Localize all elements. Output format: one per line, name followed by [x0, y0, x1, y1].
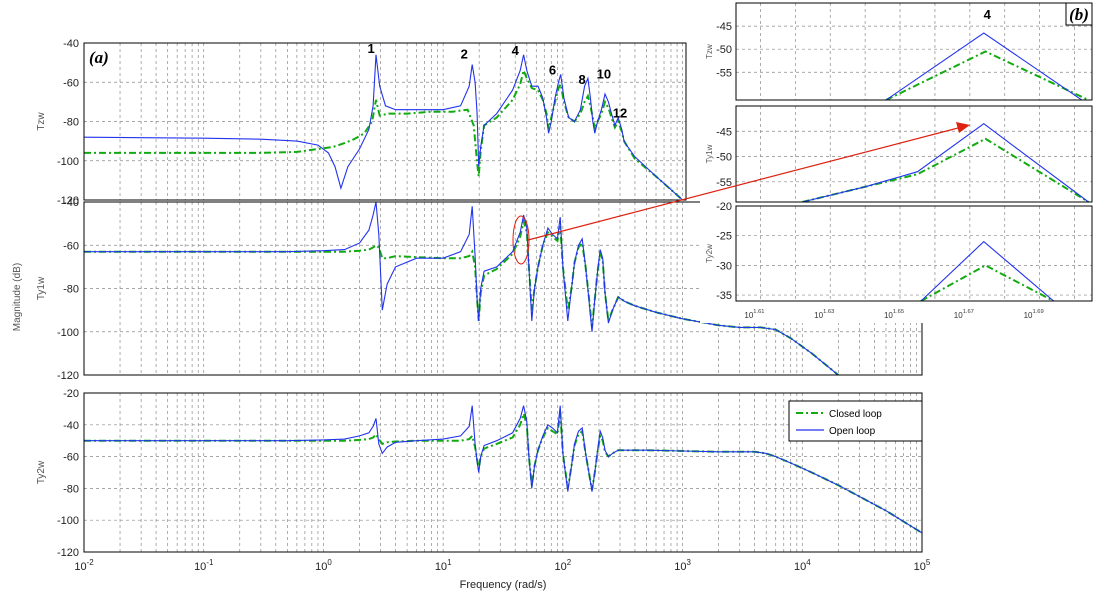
y-tick-label: -30: [716, 260, 732, 272]
peak-label: 12: [613, 106, 627, 121]
legend-open-label: Open loop: [829, 426, 876, 437]
inset-x-tick-label: 101.67: [954, 309, 974, 320]
y-tick-label: -20: [716, 201, 732, 213]
y-tick-label: -120: [57, 547, 79, 559]
peak-label: 2: [461, 47, 468, 62]
y-tick-label: -40: [63, 197, 79, 209]
callout-arrow-line: [527, 127, 959, 241]
panel-b: -45-50-55Tzw4-45-50-55Ty1w-20-25-30-35Ty…: [700, 0, 1099, 323]
inset-x-tick-label: 101.61: [744, 309, 764, 320]
x-tick-label: 103: [674, 558, 691, 573]
y-tick-label: -45: [716, 126, 732, 138]
y-tick-label: -45: [716, 21, 732, 33]
y-tick-label: -100: [57, 156, 79, 168]
y-tick-label: -80: [63, 117, 79, 129]
y-tick-label: -25: [716, 231, 732, 243]
y-tick-label: -55: [716, 67, 732, 79]
y-tick-label: -55: [716, 177, 732, 189]
inset-x-tick-label: 101.65: [884, 309, 904, 320]
subplot-ty1w: -120 -100 -80 -60 -40 Ty1w: [36, 197, 923, 382]
closed-loop-line: [920, 264, 1055, 301]
x-tick-label: 102: [555, 558, 572, 573]
peak-label: 10: [597, 66, 611, 81]
callout-arrowhead: [956, 122, 970, 133]
open-loop-line: [802, 123, 1089, 202]
inset-ylabel: Tzw: [705, 44, 714, 59]
y-tick-label: -120: [57, 195, 79, 207]
y-tick-label: -50: [716, 152, 732, 164]
y-tick-label: -50: [716, 44, 732, 56]
peak-label: 4: [512, 43, 520, 58]
y-tick-label: -60: [63, 77, 79, 89]
x-axis-label: Frequency (rad/s): [460, 579, 547, 591]
subplot-frame: [83, 42, 687, 201]
closed-loop-line: [84, 410, 922, 534]
y-tick-label: -80: [63, 284, 79, 296]
x-tick-label: 100: [315, 558, 332, 573]
y-tick-label: -100: [57, 327, 79, 339]
inset-x-tick-label: 101.69: [1024, 309, 1044, 320]
y-tick-label: -20: [63, 388, 79, 400]
closed-loop-line: [84, 67, 684, 200]
peak-label: 1: [367, 41, 374, 56]
zoom-callout: [512, 122, 970, 265]
closed-loop-line: [802, 137, 1090, 202]
y-tick-label: -120: [57, 370, 79, 382]
y-tick-label: -40: [63, 38, 79, 50]
y-tick-label: -80: [63, 483, 79, 495]
open-loop-line: [920, 240, 1054, 301]
legend: Closed loop Open loop: [788, 400, 923, 442]
subplot-ylabel: Tzw: [36, 112, 47, 131]
y-tick-label: -35: [716, 290, 732, 302]
inset-frame: [735, 2, 1093, 101]
inset-ylabel: Ty1w: [705, 144, 714, 163]
panel-label-b: (b): [1069, 5, 1089, 24]
open-loop-line: [84, 202, 839, 375]
panel-b-background: [700, 0, 1099, 323]
y-tick-label: -40: [63, 420, 79, 432]
y-tick-label: -60: [63, 452, 79, 464]
inset-x-tick-label: 101.63: [814, 309, 834, 320]
x-tick-label: 105: [914, 558, 931, 573]
open-loop-line: [84, 54, 683, 200]
inset-ylabel: Ty2w: [705, 244, 714, 263]
inset-ty2w: -20 -25 -30 -35 Ty2w: [705, 201, 1093, 302]
peak-label: 6: [549, 62, 556, 77]
legend-closed-label: Closed loop: [829, 409, 882, 420]
subplot-ylabel: Ty1w: [36, 276, 47, 300]
x-tick-label: 10-1: [194, 558, 214, 573]
y-axis-label: Magnitude (dB): [12, 263, 23, 331]
peak-label: 8: [579, 72, 586, 87]
open-loop-line: [885, 32, 1083, 100]
inset-frame: [735, 105, 1093, 203]
subplot-ylabel: Ty2w: [36, 460, 47, 484]
open-loop-line: [84, 405, 922, 534]
x-tick-label: 104: [794, 558, 811, 573]
inset-ty1w: -45 -50 -55 Ty1w: [705, 105, 1093, 203]
subplot-frame: [83, 392, 923, 553]
y-tick-label: -60: [63, 240, 79, 252]
y-tick-label: -100: [57, 515, 79, 527]
peak-label: 4: [984, 7, 992, 22]
panel-label-a: (a): [89, 48, 109, 67]
subplot-ty2w: -120 -100 -80 -60 -40 -20 Ty2w: [36, 388, 923, 559]
closed-loop-line: [885, 50, 1089, 100]
x-tick-label: 101: [435, 558, 452, 573]
legend-box: [788, 400, 923, 442]
panel-label-b-box: [1065, 2, 1093, 26]
inset-frame: [735, 205, 1093, 302]
x-tick-label: 10-2: [74, 558, 93, 573]
